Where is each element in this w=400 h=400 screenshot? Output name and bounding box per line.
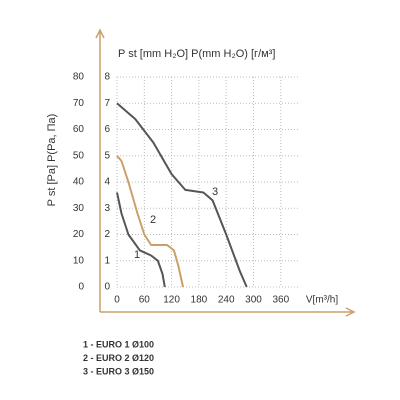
- y2-tick-label: 5: [104, 150, 110, 161]
- x-arrow: [345, 307, 356, 317]
- x-axis-label: V[m³/h]: [306, 295, 338, 306]
- x-tick-label: 60: [139, 295, 151, 306]
- chart-title: P st [mm H₂O] P(mm H₂O) [г/м³]: [118, 48, 275, 60]
- curve-label: 1: [134, 249, 140, 261]
- y-tick-label: 20: [73, 229, 85, 240]
- y-tick-label: 60: [73, 124, 85, 135]
- x-tick-label: 300: [245, 295, 262, 306]
- x-tick-label: 0: [114, 295, 120, 306]
- y2-tick-label: 7: [104, 98, 110, 109]
- legend-entry: 3 - EURO 3 Ø150: [83, 366, 154, 376]
- y2-tick-label: 1: [104, 255, 110, 266]
- x-tick-label: 180: [191, 295, 208, 306]
- y2-tick-label: 2: [104, 229, 110, 240]
- x-tick-label: 120: [163, 295, 180, 306]
- y-tick-label: 40: [73, 177, 85, 188]
- legend-entry: 2 - EURO 2 Ø120: [83, 353, 154, 363]
- y-tick-label: 10: [73, 255, 85, 266]
- y-tick-label: 50: [73, 150, 85, 161]
- y2-tick-label: 0: [104, 282, 110, 293]
- y-tick-label: 0: [78, 282, 84, 293]
- y-tick-label: 30: [73, 203, 85, 214]
- y-tick-label: 70: [73, 98, 85, 109]
- y2-tick-label: 4: [104, 177, 110, 188]
- y-tick-label: 80: [73, 72, 85, 83]
- curve-label: 3: [212, 186, 218, 198]
- x-tick-label: 360: [272, 295, 289, 306]
- curve: [116, 155, 184, 288]
- curve-label: 2: [150, 214, 156, 226]
- y-arrow: [95, 28, 105, 39]
- legend-entry: 1 - EURO 1 Ø100: [83, 339, 154, 349]
- curve: [116, 192, 166, 288]
- y2-tick-label: 8: [104, 72, 110, 83]
- curve: [116, 102, 248, 288]
- y-axis-label: P st [Pa] P(Pa, Па): [46, 114, 58, 207]
- x-tick-label: 240: [218, 295, 235, 306]
- y2-tick-label: 6: [104, 124, 110, 135]
- y2-tick-label: 3: [104, 203, 110, 214]
